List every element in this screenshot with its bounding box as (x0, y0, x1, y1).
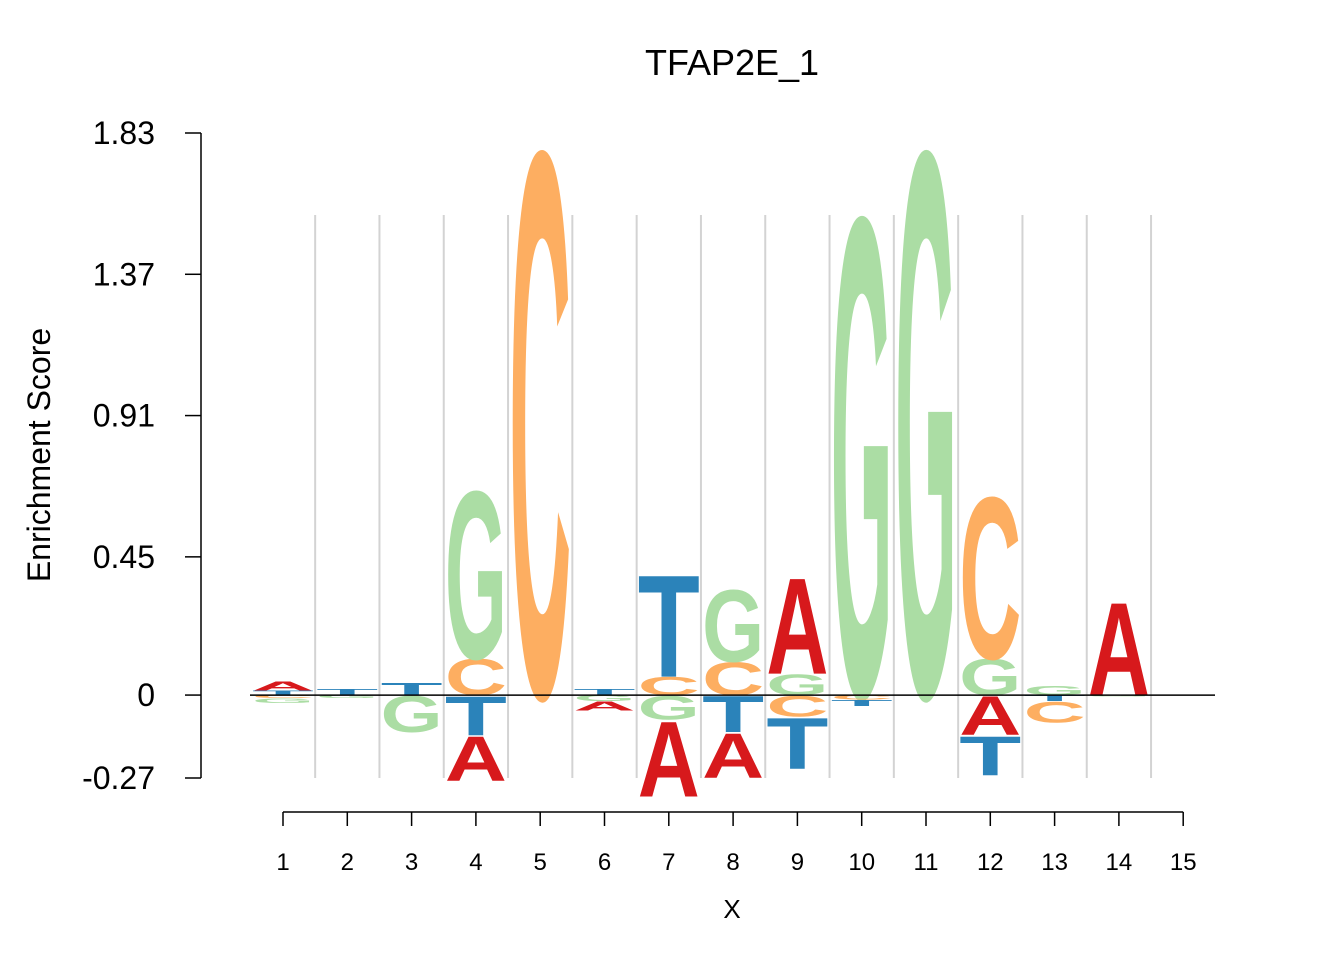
svg-text:T: T (959, 725, 1021, 787)
svg-text:G: G (766, 668, 828, 701)
svg-text:C: C (445, 649, 507, 706)
logo-letter-g: G (445, 441, 507, 710)
svg-text:T: T (381, 680, 443, 699)
svg-text:C: C (831, 694, 893, 701)
logo-letter-c: C (638, 672, 700, 701)
x-tick-label: 4 (469, 849, 482, 876)
x-tick-label: 2 (341, 849, 354, 876)
svg-text:C: C (1024, 696, 1086, 730)
logo-letter-t: T (831, 698, 893, 708)
grid-lines (314, 215, 1153, 778)
y-tick-label: -0.27 (82, 760, 155, 796)
logo-letter-a: A (574, 699, 636, 713)
svg-text:G: G (702, 569, 764, 683)
x-tick-label: 13 (1041, 849, 1068, 876)
logo-letter-c: C (1024, 696, 1086, 730)
svg-text:C: C (638, 672, 700, 701)
logo-letter-t: T (252, 689, 314, 696)
svg-text:A: A (574, 699, 636, 713)
logo-letter-g: G (959, 649, 1021, 707)
logo-letter-t: T (574, 687, 636, 697)
svg-text:C: C (252, 694, 314, 699)
x-tick-label: 9 (791, 849, 804, 876)
logo-letter-c: C (702, 652, 764, 705)
x-tick-label: 3 (405, 849, 418, 876)
logo-letter-a: A (1088, 575, 1150, 723)
svg-text:G: G (252, 697, 314, 704)
logo-letter-a: A (445, 724, 507, 796)
svg-text:C: C (702, 652, 764, 705)
svg-text:G: G (831, 74, 893, 841)
svg-text:G: G (895, 0, 957, 861)
svg-text:T: T (574, 687, 636, 697)
svg-text:G: G (574, 693, 636, 703)
x-tick-label: 14 (1106, 849, 1133, 876)
x-axis: 1 2 3 4 5 6 7 8 9 10 11 12 13 14 15 (276, 811, 1197, 876)
svg-text:G: G (316, 694, 378, 699)
x-tick-label: 1 (276, 849, 289, 876)
y-axis-label: Enrichment Score (21, 328, 57, 582)
svg-text:A: A (1088, 575, 1150, 723)
x-tick-label: 10 (848, 849, 875, 876)
logo-letter-c: C (445, 649, 507, 706)
y-tick-label: 1.83 (93, 115, 155, 151)
logo-letter-a: A (638, 699, 700, 819)
svg-text:C: C (959, 450, 1021, 708)
svg-text:T: T (766, 703, 828, 785)
x-tick-label: 7 (662, 849, 675, 876)
logo-letter-g: G (316, 694, 378, 699)
logo-letter-c: C (831, 694, 893, 701)
svg-text:G: G (1088, 695, 1150, 697)
y-tick-label: 0 (137, 677, 155, 713)
svg-text:C: C (509, 0, 571, 861)
chart-title: TFAP2E_1 (645, 42, 819, 83)
logo-letter-g: G (895, 0, 957, 861)
logo-letter-c: C (509, 0, 571, 861)
x-tick-label: 11 (914, 849, 939, 876)
svg-text:A: A (252, 679, 314, 693)
logo-letter-g: G (702, 569, 764, 683)
y-axis: 1.83 1.37 0.91 0.45 0 -0.27 (82, 115, 202, 796)
logo-letter-a: A (702, 720, 764, 792)
logo-letter-t: T (1024, 694, 1086, 704)
x-tick-label: 12 (977, 849, 1004, 876)
logo-letter-c: C (959, 450, 1021, 708)
y-tick-label: 0.45 (93, 539, 155, 575)
svg-text:A: A (766, 550, 828, 703)
y-tick-label: 0.91 (93, 398, 155, 434)
logo-letter-t: T (766, 703, 828, 785)
svg-text:T: T (316, 687, 378, 697)
logo-letter-t: T (316, 687, 378, 697)
svg-text:T: T (638, 544, 700, 708)
logo-letter-g: G (252, 697, 314, 704)
logo-letter-g: G (831, 74, 893, 841)
svg-text:A: A (638, 699, 700, 819)
svg-text:T: T (252, 689, 314, 696)
logo-letter-g: G (766, 668, 828, 701)
logo-letter-g: G (574, 693, 636, 703)
y-tick-label: 1.37 (93, 256, 155, 292)
svg-text:G: G (959, 649, 1021, 707)
logo-letter-t: T (959, 725, 1021, 787)
svg-text:T: T (1024, 694, 1086, 704)
svg-text:G: G (445, 441, 507, 710)
svg-text:T: T (831, 698, 893, 708)
svg-text:A: A (702, 720, 764, 792)
logo-letter-g: G (1088, 695, 1150, 697)
x-tick-label: 5 (534, 849, 547, 876)
logo-letter-t: T (381, 680, 443, 699)
x-axis-label: X (723, 894, 740, 924)
x-tick-label: 15 (1170, 849, 1197, 876)
logo-letter-a: A (766, 550, 828, 703)
logo-letter-a: A (252, 679, 314, 693)
logo-letter-t: T (638, 544, 700, 708)
x-tick-label: 6 (598, 849, 611, 876)
svg-text:A: A (445, 724, 507, 796)
x-tick-label: 8 (726, 849, 739, 876)
logo-letter-c: C (252, 694, 314, 699)
